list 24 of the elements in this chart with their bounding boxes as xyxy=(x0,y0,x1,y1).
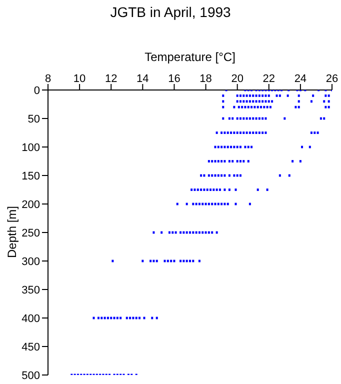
x-tick-label: 22 xyxy=(262,73,276,85)
y-tick-label: 150 xyxy=(22,170,40,182)
y-tick-label: 100 xyxy=(22,142,40,154)
x-tick-label: 20 xyxy=(231,73,244,85)
x-tick-label: 10 xyxy=(73,73,86,85)
x-tick-label: 18 xyxy=(200,73,212,85)
y-tick-label: 300 xyxy=(22,256,40,268)
y-tick-label: 450 xyxy=(22,341,40,354)
y-tick-label: 350 xyxy=(22,284,40,296)
y-tick-label: 500 xyxy=(22,370,40,382)
x-tick-label: 26 xyxy=(326,73,338,85)
x-tick-label: 14 xyxy=(136,73,149,85)
x-tick-label: 24 xyxy=(294,73,307,85)
x-tick-label: 12 xyxy=(104,73,118,85)
y-tick-label: 50 xyxy=(28,113,40,126)
x-tick-label: 8 xyxy=(44,73,52,85)
y-axis-title: Depth [m] xyxy=(5,206,19,258)
x-tick-label: 16 xyxy=(168,73,180,85)
y-tick-label: 250 xyxy=(22,227,40,240)
x-axis-title: Temperature [°C] xyxy=(144,50,236,64)
y-tick-label: 400 xyxy=(22,312,40,325)
y-tick-label: 0 xyxy=(34,84,40,97)
chart-title: JGTB in April, 1993 xyxy=(109,4,232,20)
y-tick-label: 200 xyxy=(22,198,40,211)
